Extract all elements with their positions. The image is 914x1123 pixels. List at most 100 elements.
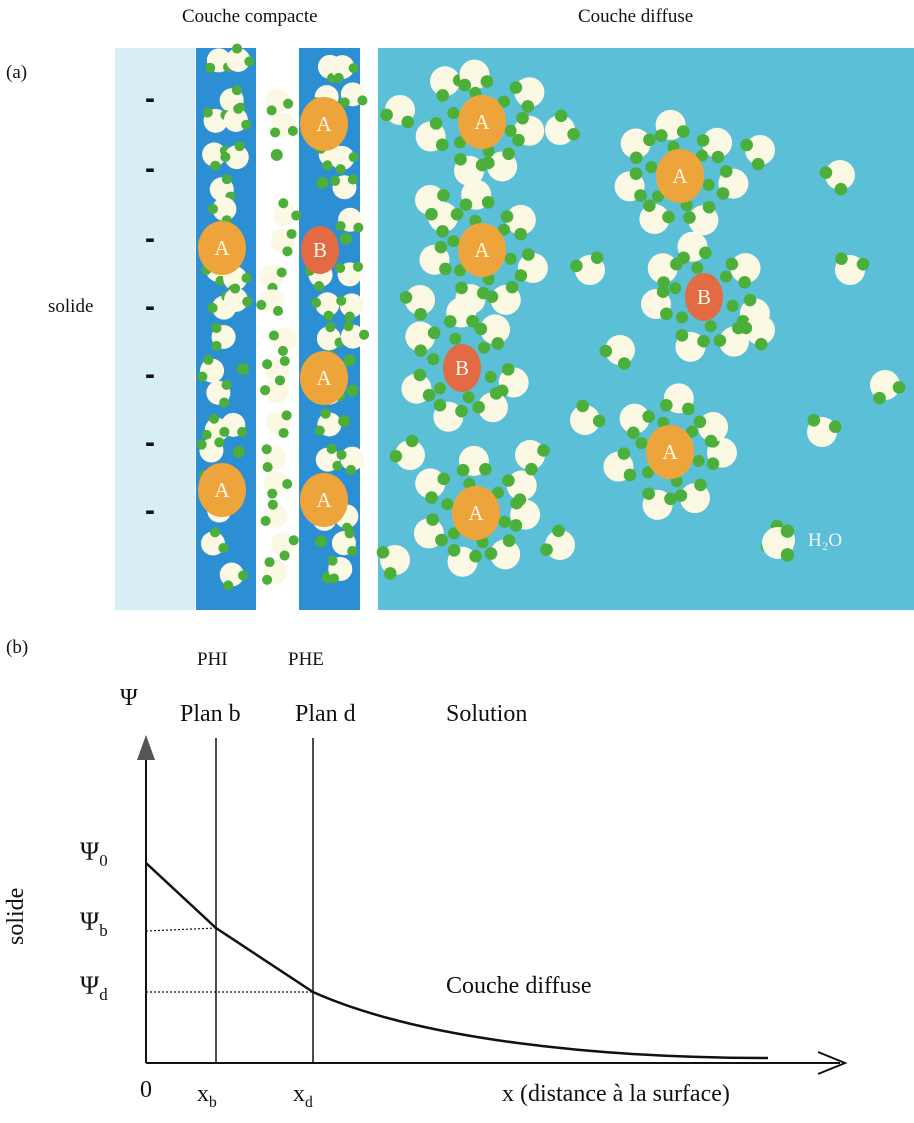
negative-charge: - xyxy=(145,426,155,459)
psi-axis-label: Ψ xyxy=(120,685,138,711)
water-molecule xyxy=(226,43,255,72)
water-molecule xyxy=(456,445,492,477)
negative-charge: - xyxy=(145,494,155,527)
hydrogen-dot xyxy=(462,391,475,404)
hydrogen-dot xyxy=(484,370,497,383)
cation-a: A xyxy=(300,473,348,527)
water-molecule xyxy=(647,253,683,289)
hydrogen-dot xyxy=(675,311,688,324)
negative-charge: - xyxy=(145,358,155,391)
hydrogen-dot xyxy=(504,124,517,137)
water-molecule xyxy=(413,513,448,549)
solid-label: solide xyxy=(48,296,94,317)
hydrogen-dot xyxy=(645,161,658,174)
water-molecule xyxy=(819,160,855,196)
ion-letter: A xyxy=(214,478,230,502)
hydrogen-dot xyxy=(427,353,440,366)
hydrogen-dot xyxy=(669,282,682,295)
hydrogen-dot xyxy=(696,149,709,162)
water-molecule xyxy=(261,444,287,473)
water-molecule xyxy=(447,543,482,577)
diffuse-layer-curve-label: Couche diffuse xyxy=(446,973,592,999)
water-molecule xyxy=(200,527,229,556)
water-molecules-layer xyxy=(196,43,906,591)
cation-a: A xyxy=(452,486,500,540)
hydrogen-dot xyxy=(343,354,356,367)
water-molecule xyxy=(683,200,719,236)
water-molecule xyxy=(472,387,508,423)
hydrogen-dot xyxy=(720,270,733,283)
potential-graph xyxy=(137,735,848,1075)
negative-charge: - xyxy=(145,82,155,115)
plan-d-label: Plan d xyxy=(295,701,356,727)
water-molecule xyxy=(443,297,479,328)
water-molecule xyxy=(339,82,368,108)
solution-label: Solution xyxy=(446,701,528,727)
water-molecule xyxy=(762,524,795,562)
ion-letter: A xyxy=(214,236,230,260)
water-molecule xyxy=(206,379,232,408)
water-molecule xyxy=(262,557,288,585)
psi-b-label: Ψb xyxy=(80,907,108,941)
water-molecule xyxy=(314,408,342,437)
hydrogen-dot xyxy=(447,527,460,540)
water-molecule xyxy=(725,253,761,289)
water-molecule xyxy=(514,248,548,283)
cation-b: B xyxy=(685,273,723,321)
hydrogen-dot xyxy=(447,107,460,120)
phi-label: PHI xyxy=(197,649,228,670)
panel-b-potential-profile: (b) PHI PHE Ψ Plan b Plan d Solution Ψ0 … xyxy=(0,615,914,1118)
water-molecule xyxy=(713,321,750,357)
origin-label: 0 xyxy=(140,1077,152,1103)
compact-layer-title: Couche compacte xyxy=(182,6,318,27)
water-molecule xyxy=(660,383,695,416)
water-molecule xyxy=(603,447,637,482)
water-molecule xyxy=(674,478,710,514)
negative-charge: - xyxy=(145,152,155,185)
water-molecule xyxy=(474,314,511,350)
hydrogen-dot xyxy=(338,415,351,428)
water-molecule xyxy=(614,167,647,202)
hydrogen-dot xyxy=(346,384,359,397)
water-molecule xyxy=(739,315,775,351)
water-molecule xyxy=(677,231,712,265)
water-molecule xyxy=(509,77,545,113)
hydrogen-dot xyxy=(702,178,715,191)
water-molecule xyxy=(272,198,302,227)
water-molecule xyxy=(716,165,749,200)
water-molecule xyxy=(260,375,289,404)
water-molecule xyxy=(270,228,297,257)
hydrogen-dot xyxy=(498,223,511,236)
cation-a: A xyxy=(646,425,694,479)
hydrogen-dot xyxy=(433,382,446,395)
water-molecule xyxy=(223,103,252,132)
hydrogen-dot xyxy=(498,515,511,528)
water-molecule xyxy=(545,109,580,145)
cation-a: A xyxy=(458,95,506,149)
water-molecule xyxy=(415,117,449,152)
cation-a: A xyxy=(198,221,246,275)
water-molecule xyxy=(484,534,521,570)
water-molecule xyxy=(219,562,249,591)
hydrogen-dot xyxy=(453,136,466,149)
water-molecule xyxy=(807,414,842,447)
hydrogen-dot xyxy=(498,95,511,108)
water-molecule xyxy=(693,412,729,448)
water-molecule xyxy=(330,145,359,175)
water-molecule xyxy=(335,207,364,233)
cation-b: B xyxy=(443,344,481,392)
psi-d-label: Ψd xyxy=(80,971,108,1005)
water-molecule xyxy=(459,179,495,211)
solid-vertical-label: solide xyxy=(3,887,29,945)
xb-label: xb xyxy=(197,1081,217,1111)
water-molecule xyxy=(696,127,733,164)
water-molecule xyxy=(399,285,435,321)
hydrogen-dot xyxy=(686,425,699,438)
ion-letter: A xyxy=(662,440,678,464)
water-molecule xyxy=(209,174,236,202)
water-molecule xyxy=(570,251,605,285)
hydrogen-dot xyxy=(270,148,283,161)
psi-b-dotted-line xyxy=(145,927,217,932)
water-molecule xyxy=(415,185,450,221)
water-molecule xyxy=(205,48,234,73)
